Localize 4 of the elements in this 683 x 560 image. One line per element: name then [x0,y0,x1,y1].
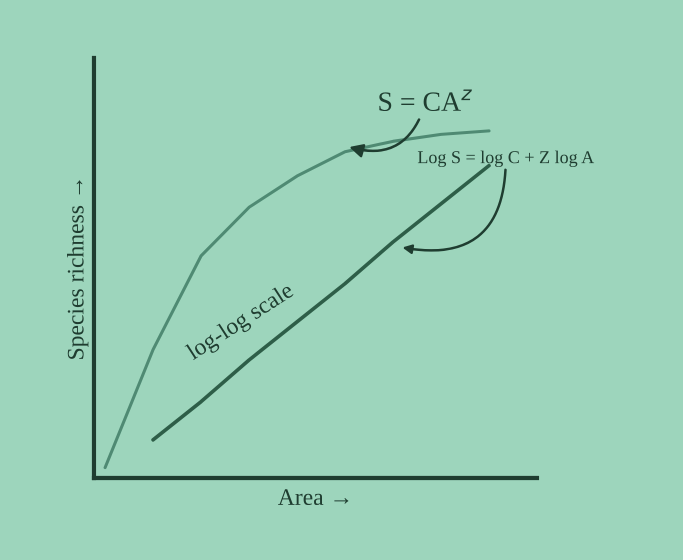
annotation: Log S = log C + Z log A [418,150,594,168]
x-axis-title: Area → [278,489,348,506]
y-axis-title: Species richness → [67,180,88,359]
text: S = CA$^{z}$ [379,90,472,112]
